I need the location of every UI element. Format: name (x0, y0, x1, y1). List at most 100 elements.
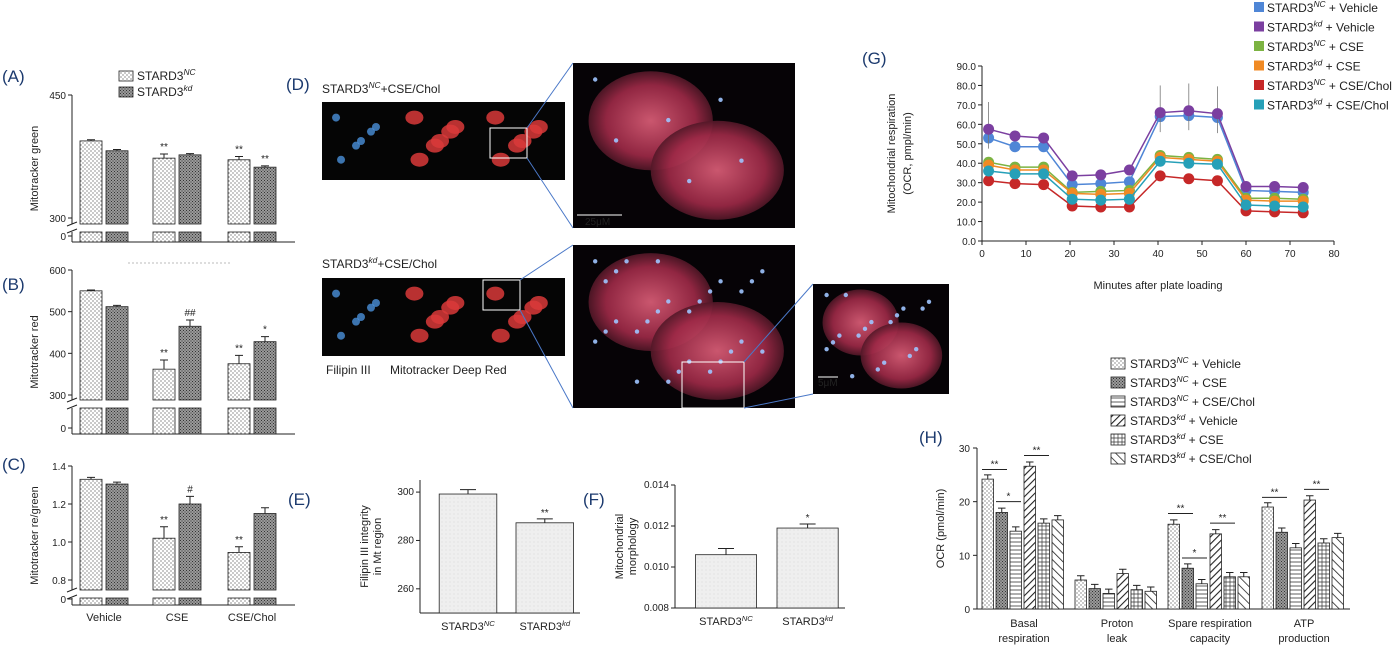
point-g-1-10 (1269, 181, 1281, 193)
bar-lower-c-s0-c2 (227, 597, 251, 606)
thumb-mito-nc-cell-4 (446, 119, 465, 134)
point-g-1-6 (1154, 107, 1166, 119)
series-line-g-4 (988, 175, 1304, 214)
errbar-h-s1-c3 (1278, 527, 1286, 533)
zoom-image-nc-spot-3 (613, 138, 619, 143)
legend-swatch-h-3 (1110, 414, 1126, 427)
bar-h-s5-c2 (1237, 576, 1250, 610)
zoom-box-nc (489, 127, 528, 159)
bar-h-s2-c0 (1009, 530, 1022, 610)
bar-c-s0-c0 (79, 478, 103, 591)
bar-f-0 (695, 554, 758, 609)
bar-lower-b-s1-c2 (253, 407, 277, 435)
bar-h-s4-c3 (1317, 542, 1330, 610)
errbar-c-s0-c0 (87, 476, 95, 480)
errbar-h-s2-c0 (1012, 526, 1020, 532)
zoom-connector-kd (519, 244, 574, 409)
thumb-merge-nc-cell-0 (486, 110, 505, 125)
zoom-image-kd-detail-spot-2 (869, 319, 874, 325)
x-tick-label-h-1-2: leak (1107, 633, 1128, 645)
series-line-g-2 (988, 154, 1304, 200)
x-axis-label-g: Minutes after plate loading (1093, 280, 1222, 292)
x-tick-label-h-2-1: Spare respiration (1168, 618, 1252, 630)
thumb-merge-kd-cell-4 (529, 295, 548, 310)
errbar-h-s0-c0 (984, 474, 992, 480)
bar-a-s0-c0 (79, 140, 103, 225)
zoom-image-kd-cell-2 (650, 302, 784, 400)
legend-label-h-4: STARD3kd + CSE (1130, 431, 1224, 447)
point-g-1-3 (1066, 170, 1078, 182)
point-g-1-1 (1009, 130, 1021, 142)
legend-label-g-3: STARD3kd + CSE (1267, 58, 1361, 74)
errbar-h-s3-c3 (1306, 495, 1314, 501)
x-tick-label-h-1-1: Proton (1101, 618, 1133, 630)
microscopy-row1-label: STARD3NC+CSE/Chol (322, 80, 440, 96)
zoom-image-kd-spot-12 (676, 369, 681, 374)
y-tick-label-h-3: 30 (959, 444, 971, 455)
y-axis-label-b: Mitotracker red (29, 315, 41, 388)
y-tick-label-g-0: 0.0 (962, 237, 976, 248)
bar-h-s3-c2 (1209, 533, 1222, 610)
y-tick-label-c-4: 0 (60, 595, 66, 606)
errbar-h-s5-c0 (1054, 515, 1062, 520)
panel-label-f: (F) (583, 490, 605, 509)
errbar-f-1 (799, 523, 816, 529)
bar-lower-b-s1-c1 (178, 407, 202, 435)
errbar-c-s1-c1 (186, 495, 194, 504)
bar-lower-b-s0-c0 (79, 407, 103, 435)
errbar-h-s5-c1 (1147, 586, 1155, 592)
zoom-image-kd-detail-spot-13 (843, 292, 848, 298)
x-tick-label-g-7: 70 (1284, 249, 1296, 260)
sig-b-s1-c1: ## (184, 308, 196, 319)
y-tick-label-c-2: 1.0 (52, 538, 66, 549)
point-g-5-1 (1009, 168, 1021, 180)
thumb-mito-nc-cell-5 (431, 134, 449, 148)
point-g-4-5 (1123, 201, 1135, 213)
bar-lower-a-s0-c0 (79, 231, 103, 243)
x-tick-label-e-0: STARD3NC (441, 619, 495, 634)
bar-b-s0-c2 (227, 363, 251, 401)
zoom-image-kd-spot-26 (655, 259, 661, 264)
y-tick-label-g-9: 90.0 (957, 62, 977, 73)
legend-swatch-h-1 (1110, 376, 1126, 389)
errbar-a-s0-c2 (235, 156, 243, 160)
errbar-b-s0-c1 (160, 359, 168, 370)
legend-swatch-h-2 (1110, 395, 1126, 408)
zoom-image-kd-spot-16 (645, 319, 650, 324)
zoom-image-kd-detail-spot-11 (907, 353, 912, 359)
zoom-image-kd-spot-27 (603, 279, 608, 284)
errbar-a-s1-c2 (261, 165, 269, 168)
legend-label-g-5: STARD3kd + CSE/Chol (1267, 97, 1389, 113)
point-g-0-4 (1095, 178, 1107, 190)
errbar-h-s2-c1 (1105, 588, 1113, 594)
point-g-1-11 (1297, 182, 1309, 194)
panel-label-c: (C) (2, 455, 26, 474)
x-tick-label-c-1: CSE (166, 612, 189, 624)
y-tick-label-b-0: 600 (49, 266, 66, 277)
errbar-h-s0-c2 (1170, 519, 1178, 525)
errbar-h-s4-c2 (1226, 572, 1234, 577)
bar-h-s0-c0 (981, 478, 994, 610)
bar-lower-a-s1-c2 (253, 231, 277, 243)
x-tick-label-h-3-1: ATP (1294, 618, 1315, 630)
y-tick-label-f-0: 0.014 (644, 480, 669, 491)
thumb-filipin-nc-cell-5 (357, 137, 365, 145)
errbar-f-0 (718, 548, 734, 555)
bar-h-s5-c3 (1331, 537, 1344, 610)
thumb-mito-nc-cell-3 (410, 152, 429, 167)
bar-h-s0-c1 (1074, 579, 1087, 610)
errbar-h-s0-c1 (1077, 575, 1085, 581)
y-tick-label-e-1: 280 (397, 535, 414, 546)
sig-a-s1-c2: ** (261, 154, 269, 165)
bar-b-s1-c2 (253, 341, 277, 401)
legend-label-g-1: STARD3kd + Vehicle (1267, 19, 1375, 35)
legend-swatch-g-3 (1254, 60, 1264, 71)
thumb-mito-kd-cell-3 (410, 328, 429, 343)
scale-label-2: 5μM (818, 378, 838, 389)
point-g-5-7 (1183, 157, 1195, 169)
y-axis-label-c: Mitotracker re/green (29, 486, 41, 584)
zoom-image-kd-spot-1 (718, 279, 723, 284)
bar-h-s2-c2 (1195, 583, 1208, 610)
errbar-b-s1-c1 (186, 319, 194, 327)
point-g-4-8 (1211, 175, 1223, 187)
